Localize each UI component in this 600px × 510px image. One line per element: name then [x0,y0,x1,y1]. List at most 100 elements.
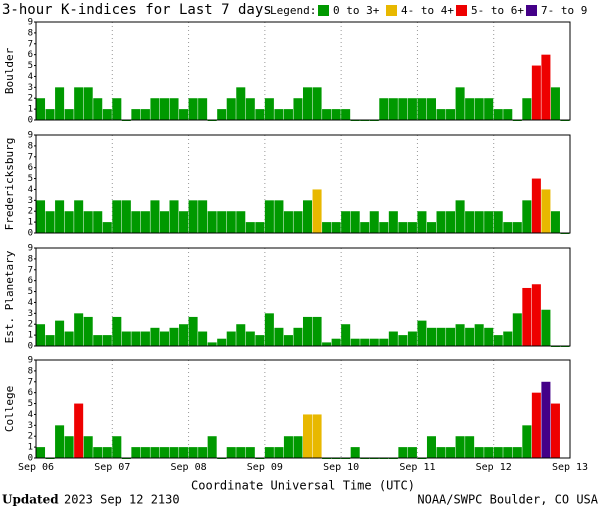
bar [198,331,208,346]
bar [188,98,198,120]
bar [93,98,103,120]
bar [388,331,398,346]
bar [226,331,236,346]
y-tick-label: 6 [28,163,33,173]
bar [226,211,236,233]
bar [45,109,55,120]
bar [331,338,341,346]
bar [312,87,322,120]
bar [341,109,351,120]
bar [64,211,74,233]
bar [159,447,169,458]
bar [140,331,150,346]
bar [379,222,389,233]
bar [112,316,122,346]
bar [55,320,65,346]
legend-label: 7- to 9 [541,4,587,17]
bar [36,447,46,458]
bar [493,109,503,120]
y-tick-label: 1 [28,443,33,453]
bar [550,211,560,233]
bar [455,200,465,233]
bar [341,211,351,233]
bar [245,331,255,346]
bar [93,447,103,458]
bar [465,436,475,458]
bar [74,313,84,346]
bar [465,211,475,233]
bar [169,327,179,346]
legend-swatch [456,5,467,16]
bar [55,425,65,458]
x-tick-label: Sep 13 [552,462,588,473]
bar [388,211,398,233]
y-tick-label: 7 [28,265,33,275]
bar [188,316,198,346]
bar [417,211,427,233]
bar [112,98,122,120]
plot-frame [35,21,571,121]
bar [436,447,446,458]
updated-label: Updated [2,493,59,507]
bar [493,447,503,458]
bar [83,436,93,458]
x-tick-label: Sep 11 [399,462,435,473]
bar [341,324,351,346]
y-tick-label: 2 [28,94,33,104]
bar [236,211,246,233]
y-tick-label: 9 [28,18,33,28]
bar [283,109,293,120]
bar [140,447,150,458]
plot-frame [35,359,571,459]
bar [274,447,284,458]
bar [407,222,417,233]
bar [369,211,379,233]
bar [436,327,446,346]
y-tick-label: 7 [28,152,33,162]
bar [245,222,255,233]
bar [426,327,436,346]
bar [493,211,503,233]
bar [293,98,303,120]
bar [36,98,46,120]
bar [484,327,494,346]
bar [455,87,465,120]
bar [322,222,332,233]
legend-label: 4- to 4+ [401,4,454,17]
bar [407,331,417,346]
bar [159,211,169,233]
bar [245,447,255,458]
y-tick-label: 5 [28,399,33,409]
bar [369,338,379,346]
bar [207,211,217,233]
bar [293,327,303,346]
legend-title: Legend: [270,4,316,17]
bar [303,87,313,120]
bar [150,327,160,346]
bar [93,335,103,346]
y-tick-label: 8 [28,28,33,38]
y-tick-label: 2 [28,320,33,330]
bar [550,87,560,120]
bar [255,222,265,233]
x-tick-label: Sep 07 [94,462,130,473]
bar [74,200,84,233]
bar [121,331,131,346]
bar [474,324,484,346]
bar [140,211,150,233]
bar [140,109,150,120]
bar [169,447,179,458]
bar [484,98,494,120]
bar [283,211,293,233]
bar [417,320,427,346]
source: NOAA/SWPC Boulder, CO USA [417,493,598,507]
bar [264,200,274,233]
bar [531,392,541,458]
y-tick-label: 6 [28,388,33,398]
bar [83,87,93,120]
bar [64,331,74,346]
y-tick-label: 5 [28,287,33,297]
bar [169,98,179,120]
bar [388,98,398,120]
bar [331,109,341,120]
